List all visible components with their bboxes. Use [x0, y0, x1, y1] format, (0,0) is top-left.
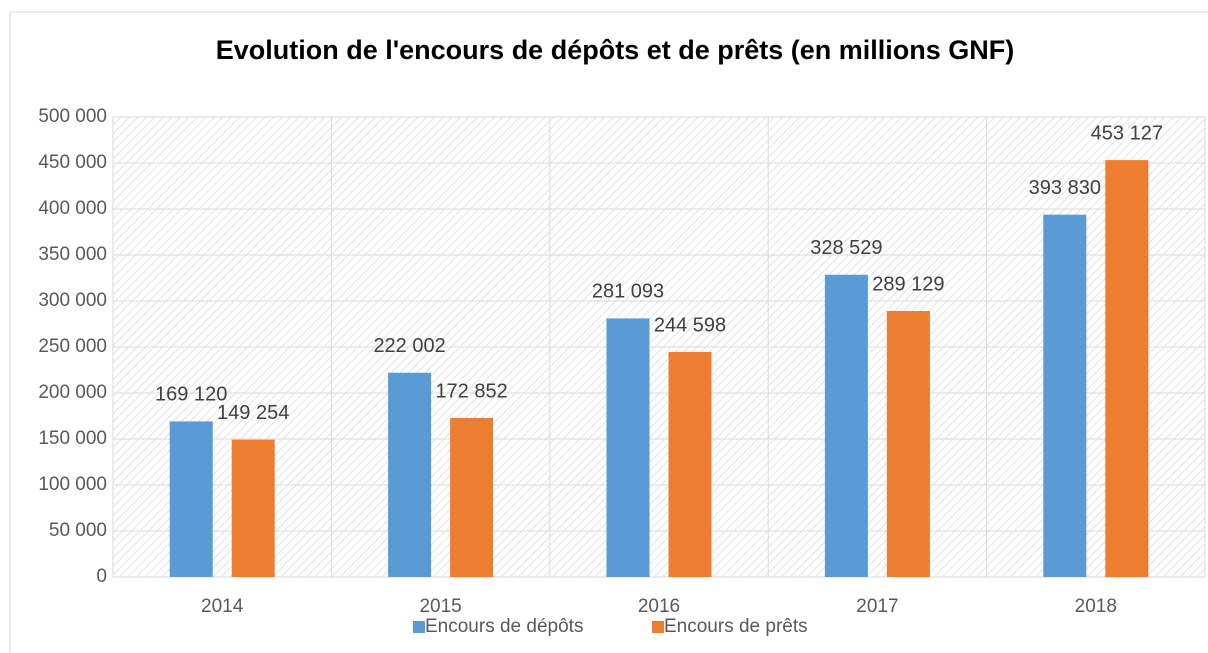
y-tick-label: 400 000: [38, 198, 107, 219]
value-label: 289 129: [872, 273, 944, 295]
x-tick-label: 2018: [1075, 596, 1117, 617]
y-tick-label: 150 000: [38, 428, 107, 449]
x-tick-label: 2014: [201, 596, 244, 617]
bar: [1105, 160, 1149, 577]
legend-label: Encours de prêts: [664, 616, 808, 637]
value-label: 328 529: [810, 237, 882, 259]
x-tick-label: 2015: [419, 596, 461, 617]
y-tick-label: 0: [96, 566, 107, 587]
legend-swatch: [413, 621, 425, 633]
value-label: 281 093: [592, 281, 664, 303]
bar: [606, 318, 650, 577]
y-tick-label: 300 000: [38, 290, 107, 311]
y-tick-label: 450 000: [38, 152, 107, 173]
value-label: 222 002: [373, 335, 445, 357]
x-tick-label: 2017: [856, 596, 898, 617]
x-tick-label: 2016: [638, 596, 680, 617]
y-tick-label: 250 000: [38, 336, 107, 357]
bar: [450, 417, 494, 577]
legend-label: Encours de dépôts: [425, 616, 583, 637]
value-label: 453 127: [1091, 122, 1163, 144]
y-tick-label: 500 000: [38, 106, 107, 127]
value-label: 393 830: [1029, 177, 1101, 199]
bar: [824, 274, 868, 577]
value-label: 149 254: [217, 402, 289, 424]
bar: [886, 311, 930, 577]
y-tick-label: 50 000: [49, 520, 107, 541]
value-label: 172 852: [435, 380, 507, 402]
bar: [1043, 214, 1087, 578]
value-label: 244 598: [654, 314, 726, 336]
bar: [169, 421, 213, 577]
bar: [231, 439, 275, 577]
legend-swatch: [652, 621, 664, 633]
y-tick-label: 200 000: [38, 382, 107, 403]
chart-title: Evolution de l'encours de dépôts et de p…: [216, 35, 1015, 65]
y-tick-label: 100 000: [38, 474, 107, 495]
value-label: 169 120: [155, 384, 227, 406]
y-tick-label: 350 000: [38, 244, 107, 265]
bar: [388, 372, 432, 577]
bar: [668, 351, 712, 577]
